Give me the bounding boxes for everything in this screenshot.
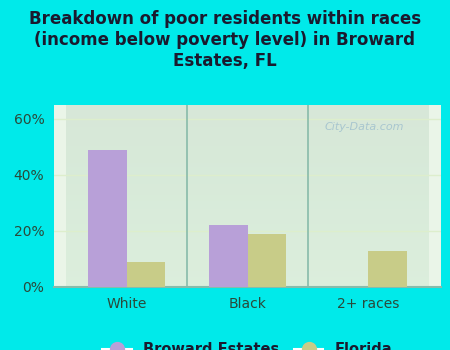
Bar	[126, 262, 165, 287]
Bar	[369, 251, 407, 287]
Text: City-Data.com: City-Data.com	[325, 122, 405, 132]
Bar	[248, 234, 286, 287]
Legend: Broward Estates, Florida: Broward Estates, Florida	[95, 334, 400, 350]
Text: Breakdown of poor residents within races
(income below poverty level) in Broward: Breakdown of poor residents within races…	[29, 10, 421, 70]
Bar	[88, 150, 126, 287]
Bar	[209, 225, 248, 287]
